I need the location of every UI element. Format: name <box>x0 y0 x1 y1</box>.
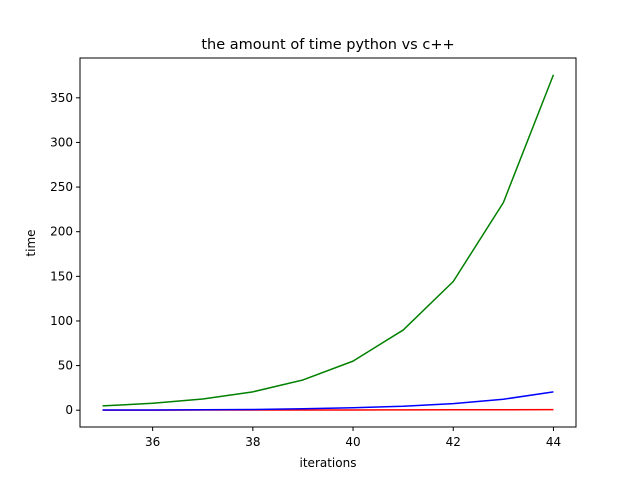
x-tick-label: 42 <box>446 435 461 449</box>
series-line-0 <box>102 74 555 407</box>
series-layer <box>102 74 555 411</box>
y-tick-label: 0 <box>65 403 73 417</box>
x-tick-label: 44 <box>546 435 561 449</box>
x-tick-label: 40 <box>345 435 360 449</box>
x-tick-label: 38 <box>245 435 260 449</box>
x-tick-label: 36 <box>145 435 160 449</box>
y-tick-label: 150 <box>50 269 73 283</box>
y-tick-label: 100 <box>50 314 73 328</box>
y-tick-label: 200 <box>50 225 73 239</box>
y-tick-label: 50 <box>58 359 73 373</box>
x-axis-label: iterations <box>300 456 357 470</box>
series-line-1 <box>102 391 554 411</box>
y-tick-label: 350 <box>50 91 73 105</box>
y-tick-label: 300 <box>50 135 73 149</box>
chart-title: the amount of time python vs c++ <box>201 37 454 53</box>
y-tick-label: 250 <box>50 180 73 194</box>
ticks-layer: 36 38 40 42 44 0 50 100 150 200 250 300 350 <box>50 91 561 449</box>
y-axis-label: time <box>24 229 38 256</box>
plot-frame <box>79 57 577 428</box>
